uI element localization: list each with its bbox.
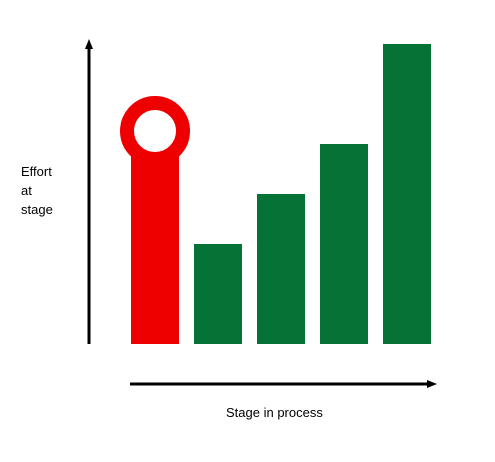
bar-stage-4 (320, 144, 368, 344)
bar-stage-5 (383, 44, 431, 344)
bars-group (120, 44, 431, 344)
x-axis-label: Stage in process (226, 405, 323, 420)
bar-stage-3 (257, 194, 305, 344)
y-axis-label-line-1: Effort (21, 164, 52, 179)
bar-stage-2 (194, 244, 242, 344)
y-axis-label-line-2: at (21, 183, 32, 198)
highlight-ring-marker (120, 96, 190, 166)
y-axis-label-line-3: stage (21, 202, 53, 217)
bar-stage-1 (131, 144, 179, 344)
